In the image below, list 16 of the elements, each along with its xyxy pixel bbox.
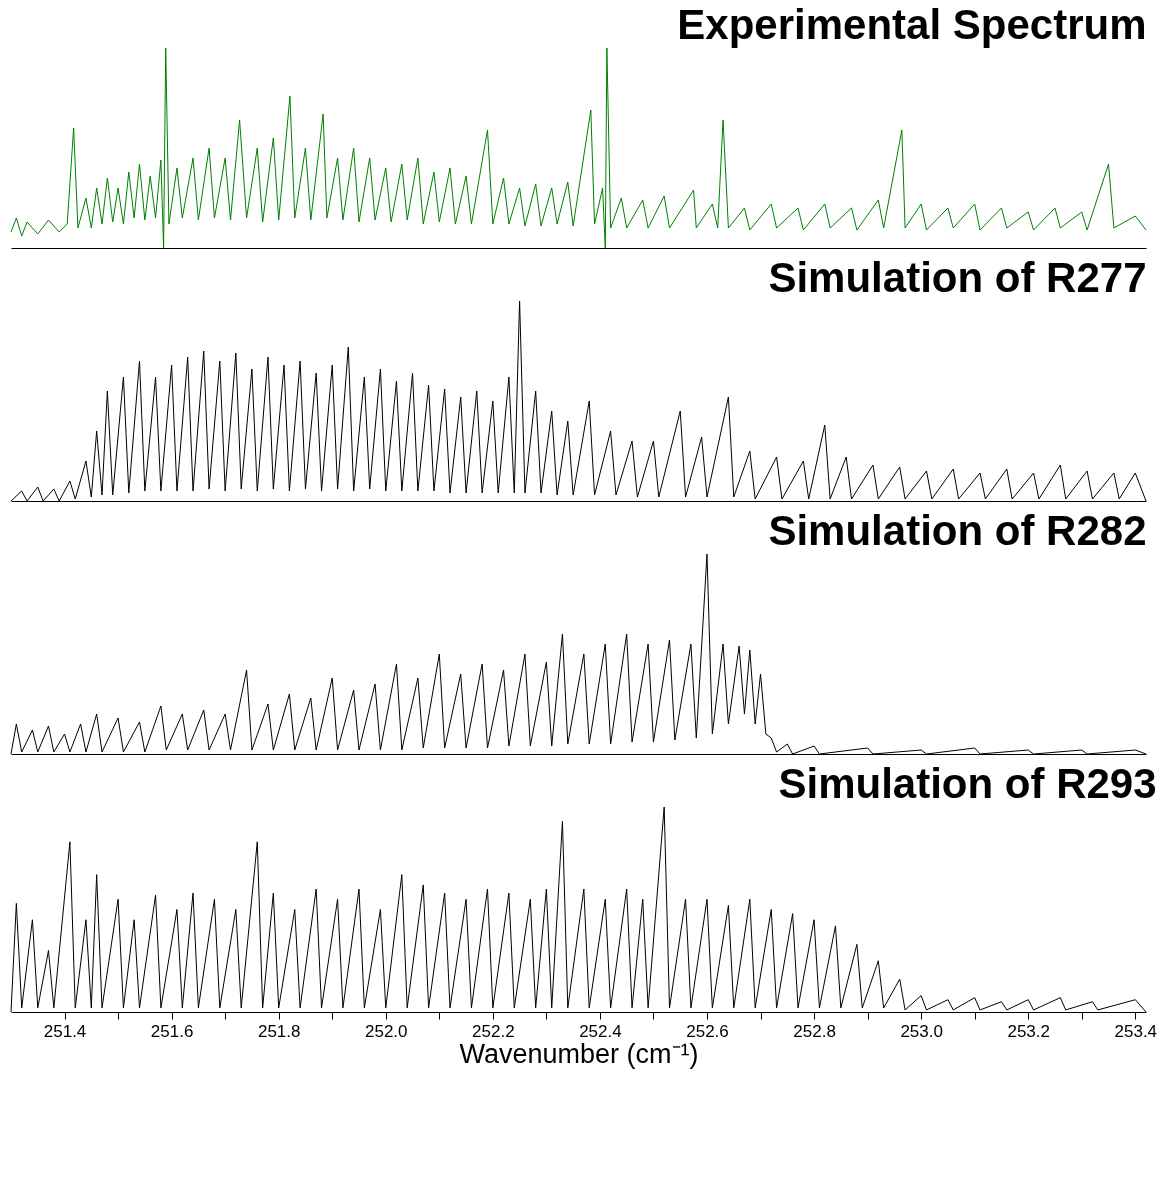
x-tick-label: 253.0 [900,1021,943,1041]
x-tick-label: 252.0 [364,1021,408,1041]
x-axis-title: Wavenumber (cm⁻¹) [459,1038,699,1069]
x-tick-label: 251.6 [150,1021,194,1041]
x-tick-label: 252.2 [472,1021,515,1041]
chart-title: Simulation of R293 [778,759,1157,807]
chart-title: Experimental Spectrum [677,0,1147,48]
x-tick-label: 252.6 [686,1021,729,1041]
x-tick-label: 253.2 [1007,1021,1050,1041]
x-tick-label: 251.4 [43,1021,87,1041]
x-tick-label: 252.4 [579,1021,622,1041]
x-tick-label: 252.8 [793,1021,836,1041]
chart-title: Simulation of R282 [768,506,1147,554]
chart-title: Simulation of R277 [768,253,1147,301]
x-tick-label: 251.8 [257,1021,301,1041]
x-tick-label: 253.4 [1114,1021,1158,1041]
